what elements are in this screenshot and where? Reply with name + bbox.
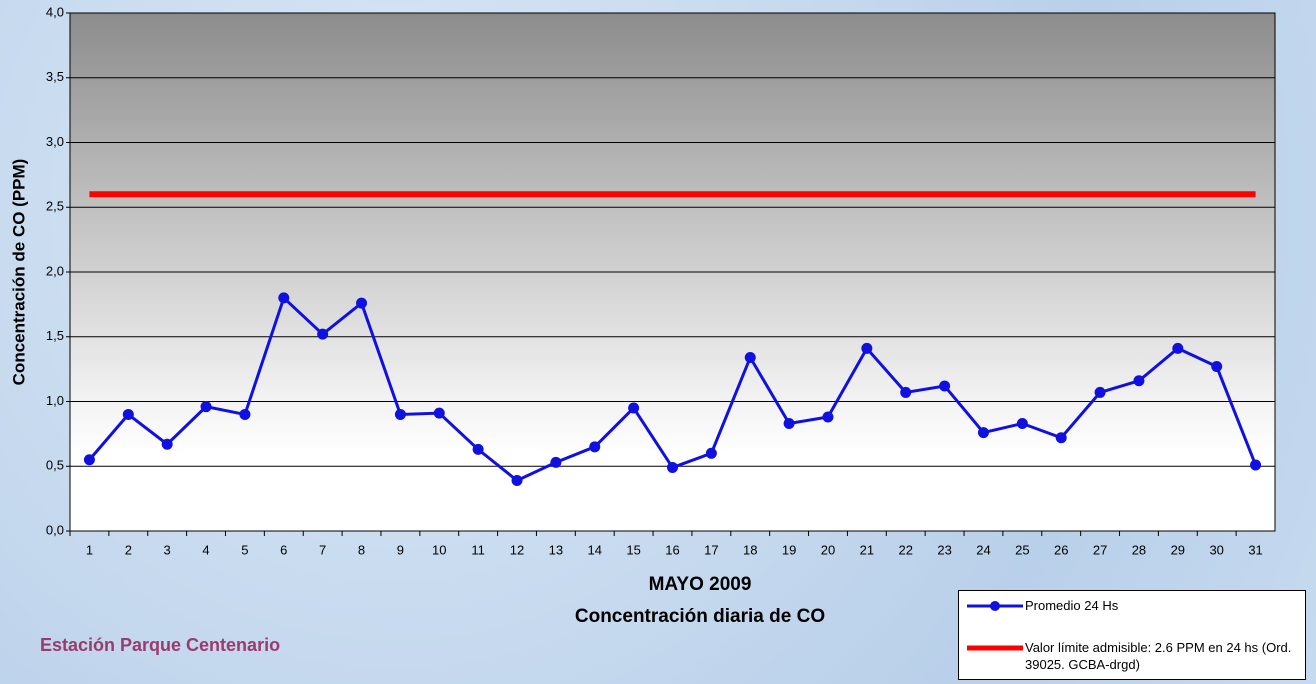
x-tick-label: 4	[202, 542, 209, 557]
x-tick-label: 17	[704, 542, 718, 557]
x-tick-label: 10	[432, 542, 446, 557]
x-tick-label: 15	[626, 542, 640, 557]
point	[356, 297, 368, 309]
point	[783, 418, 795, 430]
x-tick-label: 25	[1015, 542, 1029, 557]
x-tick-label: 13	[549, 542, 563, 557]
point	[161, 438, 173, 450]
point	[278, 292, 290, 304]
chart-subtitle: Concentración diaria de CO	[575, 606, 825, 627]
point	[472, 443, 484, 455]
y-tick-label: 1,0	[46, 393, 64, 408]
point	[433, 407, 445, 419]
chart-title: MAYO 2009	[649, 574, 752, 595]
point	[977, 427, 989, 439]
x-tick-label: 20	[821, 542, 835, 557]
legend: Promedio 24 Hs Valor límite admisible: 2…	[958, 590, 1306, 680]
point	[1172, 342, 1184, 354]
point	[83, 454, 95, 466]
point	[900, 386, 912, 398]
y-axis-label: Concentración de CO (PPM)	[9, 159, 28, 386]
x-tick-label: 21	[860, 542, 874, 557]
x-tick-label: 19	[782, 542, 796, 557]
point	[667, 462, 678, 474]
y-tick-label: 3,5	[46, 69, 64, 84]
x-tick-label: 14	[588, 542, 602, 557]
point	[200, 401, 212, 413]
x-tick-label: 24	[976, 542, 990, 557]
point	[1133, 375, 1145, 387]
x-tick-label: 29	[1171, 542, 1185, 557]
x-tick-label: 16	[665, 542, 679, 557]
point	[1211, 361, 1223, 373]
legend-swatch	[967, 601, 1023, 611]
x-tick-label: 8	[358, 542, 365, 557]
x-tick-label: 23	[937, 542, 951, 557]
y-tick-label: 0,5	[46, 458, 64, 473]
legend-item: Promedio 24 Hs	[965, 597, 1305, 615]
x-tick-label: 9	[397, 542, 404, 557]
legend-item: Valor límite admisible: 2.6 PPM en 24 hs…	[965, 639, 1305, 673]
x-tick-label: 6	[280, 542, 287, 557]
point	[744, 351, 756, 363]
point	[122, 408, 134, 420]
x-tick-label: 1	[86, 542, 93, 557]
point	[628, 402, 640, 414]
y-tick-label: 1,5	[46, 328, 64, 343]
point	[589, 441, 601, 453]
x-tick-label: 11	[471, 542, 485, 557]
point	[239, 408, 251, 420]
point	[550, 456, 562, 468]
point	[822, 411, 834, 423]
point	[1250, 459, 1262, 471]
x-tick-label: 5	[241, 542, 248, 557]
point	[511, 474, 523, 486]
legend-swatch	[967, 645, 1023, 651]
x-tick-label: 30	[1209, 542, 1223, 557]
y-tick-label: 2,5	[46, 199, 64, 214]
y-tick-label: 2,0	[46, 263, 64, 278]
x-tick-label: 2	[125, 542, 132, 557]
point	[705, 447, 717, 459]
annotation: Estación Parque Centenario	[40, 635, 280, 655]
point	[1055, 432, 1067, 444]
x-tick-label: 22	[898, 542, 912, 557]
y-tick-label: 0,0	[46, 522, 64, 537]
x-tick-label: 31	[1248, 542, 1262, 557]
point	[861, 342, 873, 354]
point	[939, 380, 951, 392]
x-tick-label: 12	[510, 542, 524, 557]
x-tick-label: 27	[1093, 542, 1107, 557]
legend-label: Valor límite admisible: 2.6 PPM en 24 hs…	[1025, 640, 1292, 672]
y-tick-label: 3,0	[46, 134, 64, 149]
point	[1094, 386, 1106, 398]
x-tick-label: 7	[319, 542, 326, 557]
point	[394, 408, 406, 420]
y-tick-label: 4,0	[46, 4, 64, 19]
x-tick-label: 26	[1054, 542, 1068, 557]
point	[317, 328, 329, 340]
point	[1016, 418, 1028, 430]
legend-label: Promedio 24 Hs	[1025, 598, 1119, 613]
x-tick-label: 18	[743, 542, 757, 557]
x-tick-label: 3	[164, 542, 171, 557]
x-tick-label: 28	[1132, 542, 1146, 557]
